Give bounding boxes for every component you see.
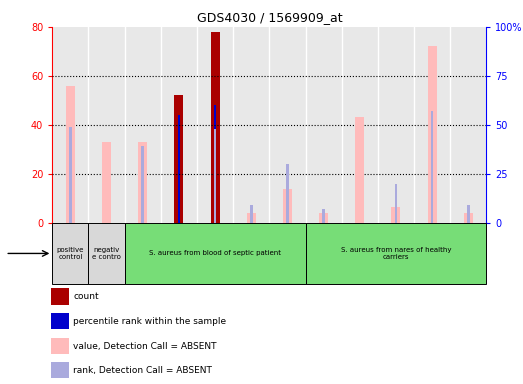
Bar bbox=[247, 213, 256, 223]
Bar bbox=[88, 27, 124, 223]
Bar bbox=[124, 27, 161, 223]
Title: GDS4030 / 1569909_at: GDS4030 / 1569909_at bbox=[197, 11, 342, 24]
Bar bbox=[161, 27, 197, 223]
Bar bbox=[124, 223, 305, 284]
Bar bbox=[102, 142, 111, 223]
Bar bbox=[51, 288, 70, 305]
Bar bbox=[428, 46, 437, 223]
Text: negativ
e contro: negativ e contro bbox=[92, 247, 121, 260]
Bar bbox=[161, 27, 197, 223]
Bar bbox=[450, 27, 486, 223]
Bar bbox=[342, 27, 378, 223]
Text: count: count bbox=[73, 292, 99, 301]
Text: S. aureus from blood of septic patient: S. aureus from blood of septic patient bbox=[149, 250, 281, 257]
Bar bbox=[88, 223, 124, 284]
Bar bbox=[178, 115, 180, 223]
Text: positive
control: positive control bbox=[56, 247, 84, 260]
Bar bbox=[233, 27, 269, 223]
Bar bbox=[378, 27, 414, 223]
Bar bbox=[391, 207, 401, 223]
Bar bbox=[214, 105, 217, 223]
Bar bbox=[467, 205, 470, 223]
Bar bbox=[269, 27, 305, 223]
Bar bbox=[464, 213, 473, 223]
Bar bbox=[319, 213, 328, 223]
Bar bbox=[431, 111, 434, 223]
Bar bbox=[322, 209, 325, 223]
Text: value, Detection Call = ABSENT: value, Detection Call = ABSENT bbox=[73, 341, 217, 351]
Bar bbox=[414, 27, 450, 223]
Bar bbox=[66, 86, 75, 223]
Bar bbox=[141, 146, 144, 223]
Bar bbox=[378, 27, 414, 223]
Bar bbox=[124, 27, 161, 223]
Bar bbox=[52, 27, 88, 223]
Bar bbox=[355, 117, 365, 223]
Bar bbox=[269, 27, 305, 223]
Bar bbox=[286, 164, 289, 223]
Text: rank, Detection Call = ABSENT: rank, Detection Call = ABSENT bbox=[73, 366, 212, 374]
Bar bbox=[51, 362, 70, 378]
Bar bbox=[51, 338, 70, 354]
Bar bbox=[214, 129, 217, 223]
Bar bbox=[197, 27, 233, 223]
Bar bbox=[52, 223, 88, 284]
Bar bbox=[211, 32, 220, 223]
Bar bbox=[51, 313, 70, 329]
Bar bbox=[450, 27, 486, 223]
Bar bbox=[197, 27, 233, 223]
Text: S. aureus from nares of healthy
carriers: S. aureus from nares of healthy carriers bbox=[340, 247, 451, 260]
Bar bbox=[395, 184, 397, 223]
Bar bbox=[69, 127, 72, 223]
Bar bbox=[233, 27, 269, 223]
Text: percentile rank within the sample: percentile rank within the sample bbox=[73, 317, 226, 326]
Bar bbox=[342, 27, 378, 223]
Bar bbox=[52, 27, 88, 223]
Bar bbox=[305, 223, 486, 284]
Bar bbox=[88, 27, 124, 223]
Bar bbox=[250, 205, 253, 223]
Bar bbox=[305, 27, 342, 223]
Bar bbox=[174, 95, 184, 223]
Bar bbox=[305, 27, 342, 223]
Bar bbox=[283, 189, 292, 223]
Bar bbox=[138, 142, 147, 223]
Bar bbox=[414, 27, 450, 223]
